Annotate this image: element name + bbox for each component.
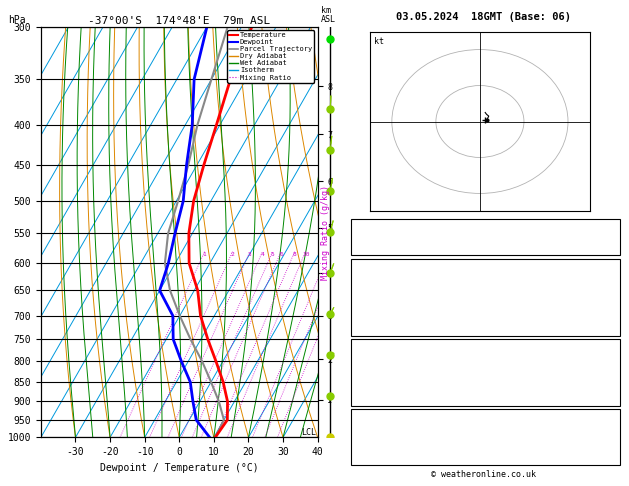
Text: PW (cm): PW (cm) [355, 243, 392, 252]
Legend: Temperature, Dewpoint, Parcel Trajectory, Dry Adiabat, Wet Adiabat, Isotherm, Mi: Temperature, Dewpoint, Parcel Trajectory… [227, 30, 314, 83]
Text: kt: kt [374, 37, 384, 46]
Text: -7: -7 [605, 422, 616, 431]
X-axis label: Dewpoint / Temperature (°C): Dewpoint / Temperature (°C) [100, 463, 259, 473]
Text: -2: -2 [605, 433, 616, 442]
Text: EH: EH [355, 422, 365, 431]
Text: 9: 9 [610, 373, 616, 382]
Text: 5: 5 [610, 454, 616, 463]
Text: 12: 12 [605, 303, 616, 312]
Text: Hodograph: Hodograph [461, 412, 509, 421]
Text: 1: 1 [203, 252, 206, 257]
Text: 6: 6 [279, 252, 283, 257]
Text: 2: 2 [610, 221, 616, 230]
Text: 8.8: 8.8 [599, 282, 616, 291]
Text: 3: 3 [248, 252, 252, 257]
Text: LCL: LCL [301, 428, 316, 437]
Text: Surface: Surface [467, 261, 504, 270]
Text: 3: 3 [610, 394, 616, 403]
Text: 03.05.2024  18GMT (Base: 06): 03.05.2024 18GMT (Base: 06) [396, 12, 571, 22]
Text: Temp (°C): Temp (°C) [355, 272, 403, 281]
Title: -37°00'S  174°48'E  79m ASL: -37°00'S 174°48'E 79m ASL [88, 16, 270, 26]
Text: θᴄ(K): θᴄ(K) [355, 293, 382, 302]
Text: CAPE (J): CAPE (J) [355, 314, 398, 323]
Text: CAPE (J): CAPE (J) [355, 384, 398, 393]
Text: 37: 37 [605, 232, 616, 242]
Text: 8: 8 [293, 252, 296, 257]
Text: 4: 4 [260, 252, 264, 257]
Text: Lifted Index: Lifted Index [355, 303, 420, 312]
Text: Totals Totals: Totals Totals [355, 232, 425, 242]
Text: 0: 0 [610, 314, 616, 323]
Text: 950: 950 [599, 352, 616, 361]
Text: 0: 0 [610, 324, 616, 333]
Text: CIN (J): CIN (J) [355, 324, 392, 333]
Text: 301: 301 [599, 293, 616, 302]
Text: 5: 5 [270, 252, 274, 257]
Text: 10: 10 [302, 252, 309, 257]
Text: Mixing Ratio (g/kg): Mixing Ratio (g/kg) [321, 185, 330, 279]
Text: 10.4: 10.4 [594, 272, 616, 281]
Text: 76°: 76° [599, 443, 616, 452]
Text: StmSpd (kt): StmSpd (kt) [355, 454, 414, 463]
Text: © weatheronline.co.uk: © weatheronline.co.uk [431, 469, 536, 479]
Text: StmDir: StmDir [355, 443, 387, 452]
Text: 2: 2 [231, 252, 235, 257]
Text: hPa: hPa [8, 15, 25, 25]
Text: SREH: SREH [355, 433, 376, 442]
Text: Pressure (mb): Pressure (mb) [355, 352, 425, 361]
Text: 1.44: 1.44 [594, 243, 616, 252]
Text: 305: 305 [599, 363, 616, 372]
Text: km
ASL: km ASL [321, 6, 336, 24]
Text: Dewp (°C): Dewp (°C) [355, 282, 403, 291]
Text: K: K [355, 221, 360, 230]
Text: θᴄ (K): θᴄ (K) [355, 363, 387, 372]
Text: Lifted Index: Lifted Index [355, 373, 420, 382]
Text: 0: 0 [610, 384, 616, 393]
Text: CIN (J): CIN (J) [355, 394, 392, 403]
Text: Most Unstable: Most Unstable [450, 342, 520, 351]
